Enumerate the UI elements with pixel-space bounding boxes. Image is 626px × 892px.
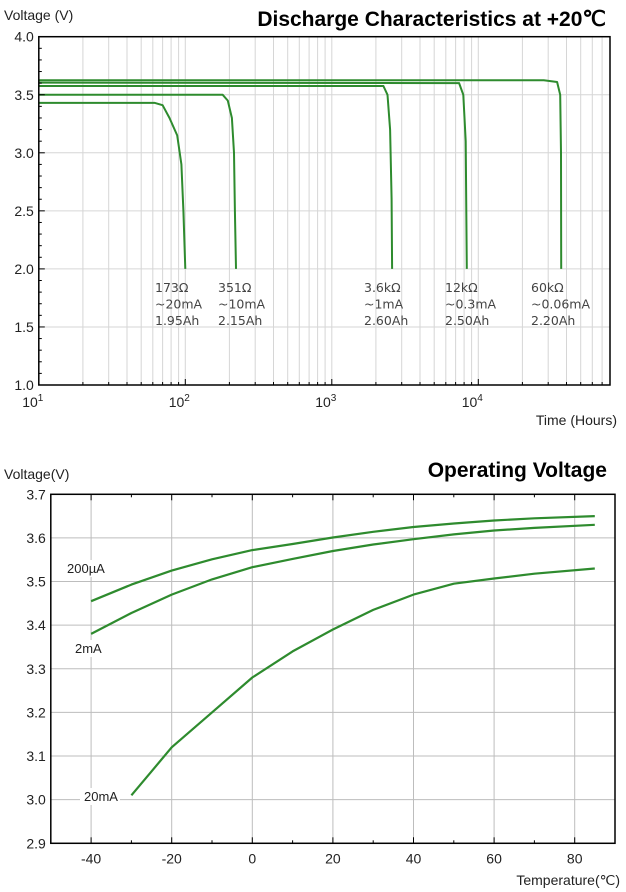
series-label-background (80, 788, 120, 805)
y-tick-label: 3.3 (26, 661, 46, 677)
y-tick-label: 1.0 (14, 377, 34, 393)
x-tick-label: 20 (325, 850, 341, 866)
series-line (38, 85, 394, 269)
series-line (130, 567, 595, 797)
y-tick-label: 2.5 (14, 203, 34, 219)
y-tick-label: 2.9 (26, 835, 46, 851)
y-tick-label: 3.2 (26, 704, 46, 720)
x-tick-label: 104 (462, 393, 484, 410)
x-tick-label: 102 (169, 393, 191, 410)
series-annotation: ~0.3mA (445, 297, 497, 312)
series-annotation: 3.6kΩ (364, 280, 401, 295)
chart2-xlabel: Temperature(℃) (516, 872, 620, 888)
y-tick-label: 1.5 (14, 319, 34, 335)
x-tick-label: 103 (315, 393, 337, 410)
y-tick-label: 3.0 (26, 792, 46, 808)
x-tick-label: -40 (81, 850, 101, 866)
series-annotation: 60kΩ (531, 280, 564, 295)
y-tick-label: 3.4 (26, 617, 46, 633)
series-annotation: ~20mA (155, 297, 203, 312)
y-tick-label: 3.0 (14, 145, 34, 161)
discharge-chart: Voltage (V) Discharge Characteristics at… (4, 7, 617, 428)
series-annotation: 2.20Ah (531, 313, 575, 328)
series-line (90, 515, 595, 603)
chart1-title: Discharge Characteristics at +20℃ (257, 8, 606, 31)
plot-frame (50, 493, 616, 845)
x-tick-label: 60 (486, 850, 502, 866)
series-annotation: 2.50Ah (445, 313, 489, 328)
series-annotation: ~0.06mA (531, 297, 590, 312)
y-tick-label: 3.6 (26, 530, 46, 546)
series-line (38, 101, 187, 269)
y-tick-label: 3.7 (26, 486, 46, 502)
chart1-ylabel: Voltage (V) (4, 7, 73, 23)
x-tick-label: 0 (248, 850, 256, 866)
chart2-ylabel: Voltage(V) (4, 466, 69, 482)
series-annotation: 12kΩ (445, 280, 478, 295)
x-tick-label: 40 (406, 850, 422, 866)
series-label: 2mA (75, 641, 102, 656)
series-line (90, 523, 595, 635)
series-annotation: 173Ω (155, 280, 189, 295)
x-tick-label: 101 (22, 393, 44, 410)
operating-voltage-chart: Voltage(V) Operating Voltage Temperature… (4, 459, 620, 888)
series-annotation: 1.95Ah (155, 313, 199, 328)
series-annotation: ~1mA (364, 297, 404, 312)
plot-frame (38, 35, 611, 386)
y-tick-label: 3.5 (14, 87, 34, 103)
series-label: 200µA (67, 561, 105, 576)
series-label-background (63, 560, 111, 577)
series-annotation: 2.60Ah (364, 313, 408, 328)
y-tick-label: 3.1 (26, 748, 46, 764)
series-label-background (71, 640, 103, 657)
series-annotation: 351Ω (218, 280, 252, 295)
series-label: 20mA (84, 789, 118, 804)
chart2-title: Operating Voltage (428, 459, 607, 482)
chart1-xlabel: Time (Hours) (536, 412, 617, 428)
y-tick-label: 4.0 (14, 29, 34, 45)
series-annotation: ~10mA (218, 297, 266, 312)
x-tick-label: -20 (162, 850, 182, 866)
series-line (38, 93, 237, 269)
y-tick-label: 2.0 (14, 261, 34, 277)
series-line (38, 79, 563, 269)
y-tick-label: 3.5 (26, 574, 46, 590)
x-tick-label: 80 (567, 850, 583, 866)
series-line (38, 81, 468, 269)
series-annotation: 2.15Ah (218, 313, 262, 328)
